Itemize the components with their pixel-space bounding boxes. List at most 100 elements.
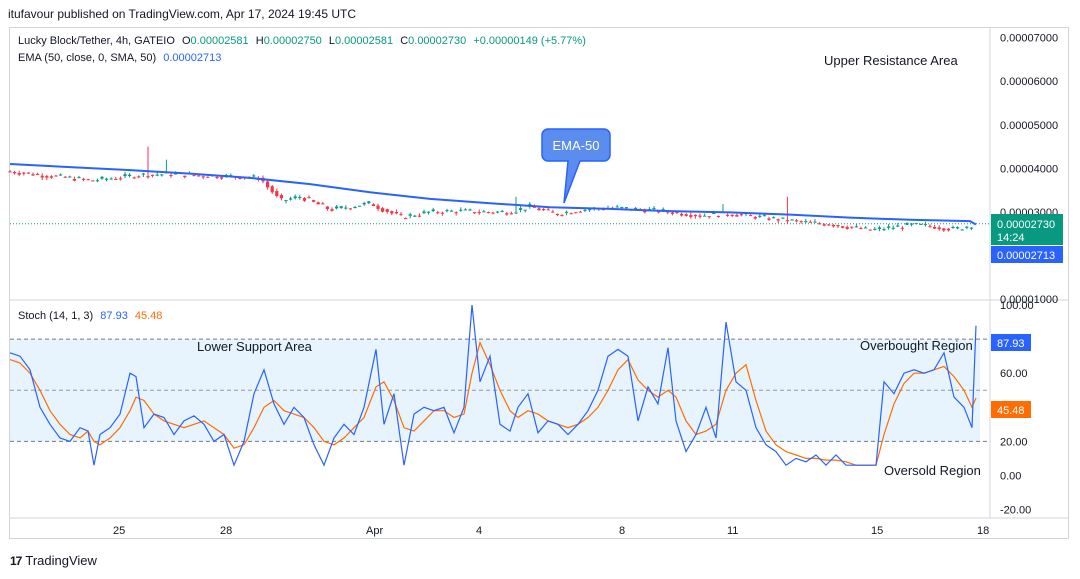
- candle-body: [514, 212, 518, 214]
- candle-body: [335, 206, 339, 209]
- candle-body: [845, 227, 849, 229]
- low-label: L: [328, 35, 335, 47]
- high-value: 0.00002750: [263, 35, 322, 47]
- candle-body: [859, 228, 863, 230]
- stoch-k-line: [9, 305, 977, 467]
- candle-body: [680, 213, 684, 216]
- candle-body: [114, 178, 118, 180]
- candle-body: [615, 206, 619, 208]
- candle-body: [896, 225, 900, 227]
- candlestick-series: [8, 146, 973, 233]
- last-price-tag: 0.00002730 14:24: [991, 214, 1063, 245]
- candle-body: [532, 206, 536, 208]
- ema-legend[interactable]: EMA (50, close, 0, SMA, 50) 0.00002713: [18, 52, 221, 64]
- time-tick-label: 18: [977, 525, 989, 537]
- candle-body: [358, 205, 362, 207]
- candle-body: [808, 221, 812, 223]
- candle-body: [482, 211, 486, 213]
- candle-body: [275, 191, 279, 197]
- price-tick-label: 0.00004000: [1000, 163, 1058, 175]
- candle-body: [500, 211, 504, 213]
- stoch-k-tag: 87.93: [991, 334, 1031, 351]
- candle-body: [969, 227, 973, 229]
- candle-body: [928, 225, 932, 227]
- candle-body: [128, 174, 132, 176]
- candle-body: [427, 211, 431, 213]
- candle-body: [36, 173, 40, 175]
- candle-body: [956, 227, 960, 229]
- candle-body: [91, 180, 95, 182]
- candle-body: [26, 172, 30, 174]
- time-tick-label: 15: [871, 525, 883, 537]
- candle-body: [634, 207, 638, 209]
- candle-body: [183, 175, 187, 178]
- candle-body: [63, 176, 67, 178]
- candle-body: [312, 200, 316, 202]
- time-tick-label: 28: [220, 525, 232, 537]
- candle-body: [496, 211, 500, 213]
- candle-body: [72, 178, 76, 181]
- time-tick-label: 11: [727, 525, 738, 537]
- stoch-d-tag-value: 45.48: [997, 405, 1025, 417]
- candle-body: [325, 206, 329, 210]
- candle-body: [45, 176, 49, 178]
- ema-label: EMA (50, close, 0, SMA, 50): [18, 52, 157, 64]
- price-tick-label: 0.00006000: [1000, 76, 1058, 88]
- ema-callout: EMA-50: [541, 128, 611, 204]
- candle-body: [17, 172, 21, 175]
- stoch-legend[interactable]: Stoch (14, 1, 3) 87.93 45.48: [18, 310, 162, 322]
- candle-body: [477, 212, 481, 214]
- candle-body: [523, 209, 527, 211]
- symbol-legend[interactable]: Lucky Block/Tether, 4h, GATEIO O0.000025…: [18, 35, 586, 47]
- candle-body: [887, 226, 891, 228]
- candle-body: [13, 172, 17, 174]
- candle-body: [574, 212, 578, 214]
- tradingview-logo[interactable]: 17 TradingView: [10, 553, 97, 568]
- candle-body: [8, 171, 12, 173]
- candle-body: [767, 218, 771, 220]
- candle-body: [657, 211, 661, 213]
- price-tick-label: 0.00007000: [1000, 33, 1058, 45]
- candle-body: [192, 175, 196, 177]
- stoch-tick-label: 60.00: [1000, 368, 1028, 380]
- candle-body: [873, 228, 877, 230]
- candle-body: [95, 180, 99, 182]
- tradingview-brand: TradingView: [25, 553, 97, 568]
- candle-body: [404, 218, 408, 220]
- candle-body: [123, 174, 127, 176]
- candle-body: [905, 222, 909, 225]
- candle-body: [454, 212, 458, 214]
- candle-body: [450, 210, 454, 212]
- candle-body: [813, 221, 817, 223]
- low-value: 0.00002581: [335, 35, 394, 47]
- candle-body: [146, 176, 150, 178]
- candle-body: [408, 214, 412, 216]
- stoch-d-tag: 45.48: [991, 401, 1031, 418]
- candle-body: [49, 176, 53, 178]
- candle-body: [749, 215, 753, 217]
- symbol-title: Lucky Block/Tether, 4h, GATEIO: [18, 35, 175, 47]
- oversold-label: Oversold Region: [884, 463, 981, 478]
- candle-body: [781, 217, 785, 219]
- chart-frame: [9, 27, 1069, 539]
- candle-body: [864, 227, 868, 229]
- candle-body: [468, 209, 472, 211]
- overbought-label: Overbought Region: [860, 338, 973, 353]
- candle-body: [413, 215, 417, 217]
- candle-body: [215, 176, 219, 179]
- candle-body: [965, 226, 969, 228]
- candle-body: [417, 215, 421, 217]
- candle-body: [201, 176, 205, 178]
- time-tick-label: 4: [476, 525, 482, 537]
- candle-body: [362, 202, 366, 205]
- candle-body: [583, 209, 587, 211]
- ema-callout-label: EMA-50: [553, 138, 600, 153]
- ema-tag-value: 0.00002713: [997, 250, 1055, 262]
- candle-body: [818, 223, 822, 225]
- candle-body: [118, 178, 122, 180]
- candle-body: [785, 220, 789, 222]
- candle-body: [344, 207, 348, 209]
- candle-body: [716, 215, 720, 217]
- candle-body: [440, 212, 444, 214]
